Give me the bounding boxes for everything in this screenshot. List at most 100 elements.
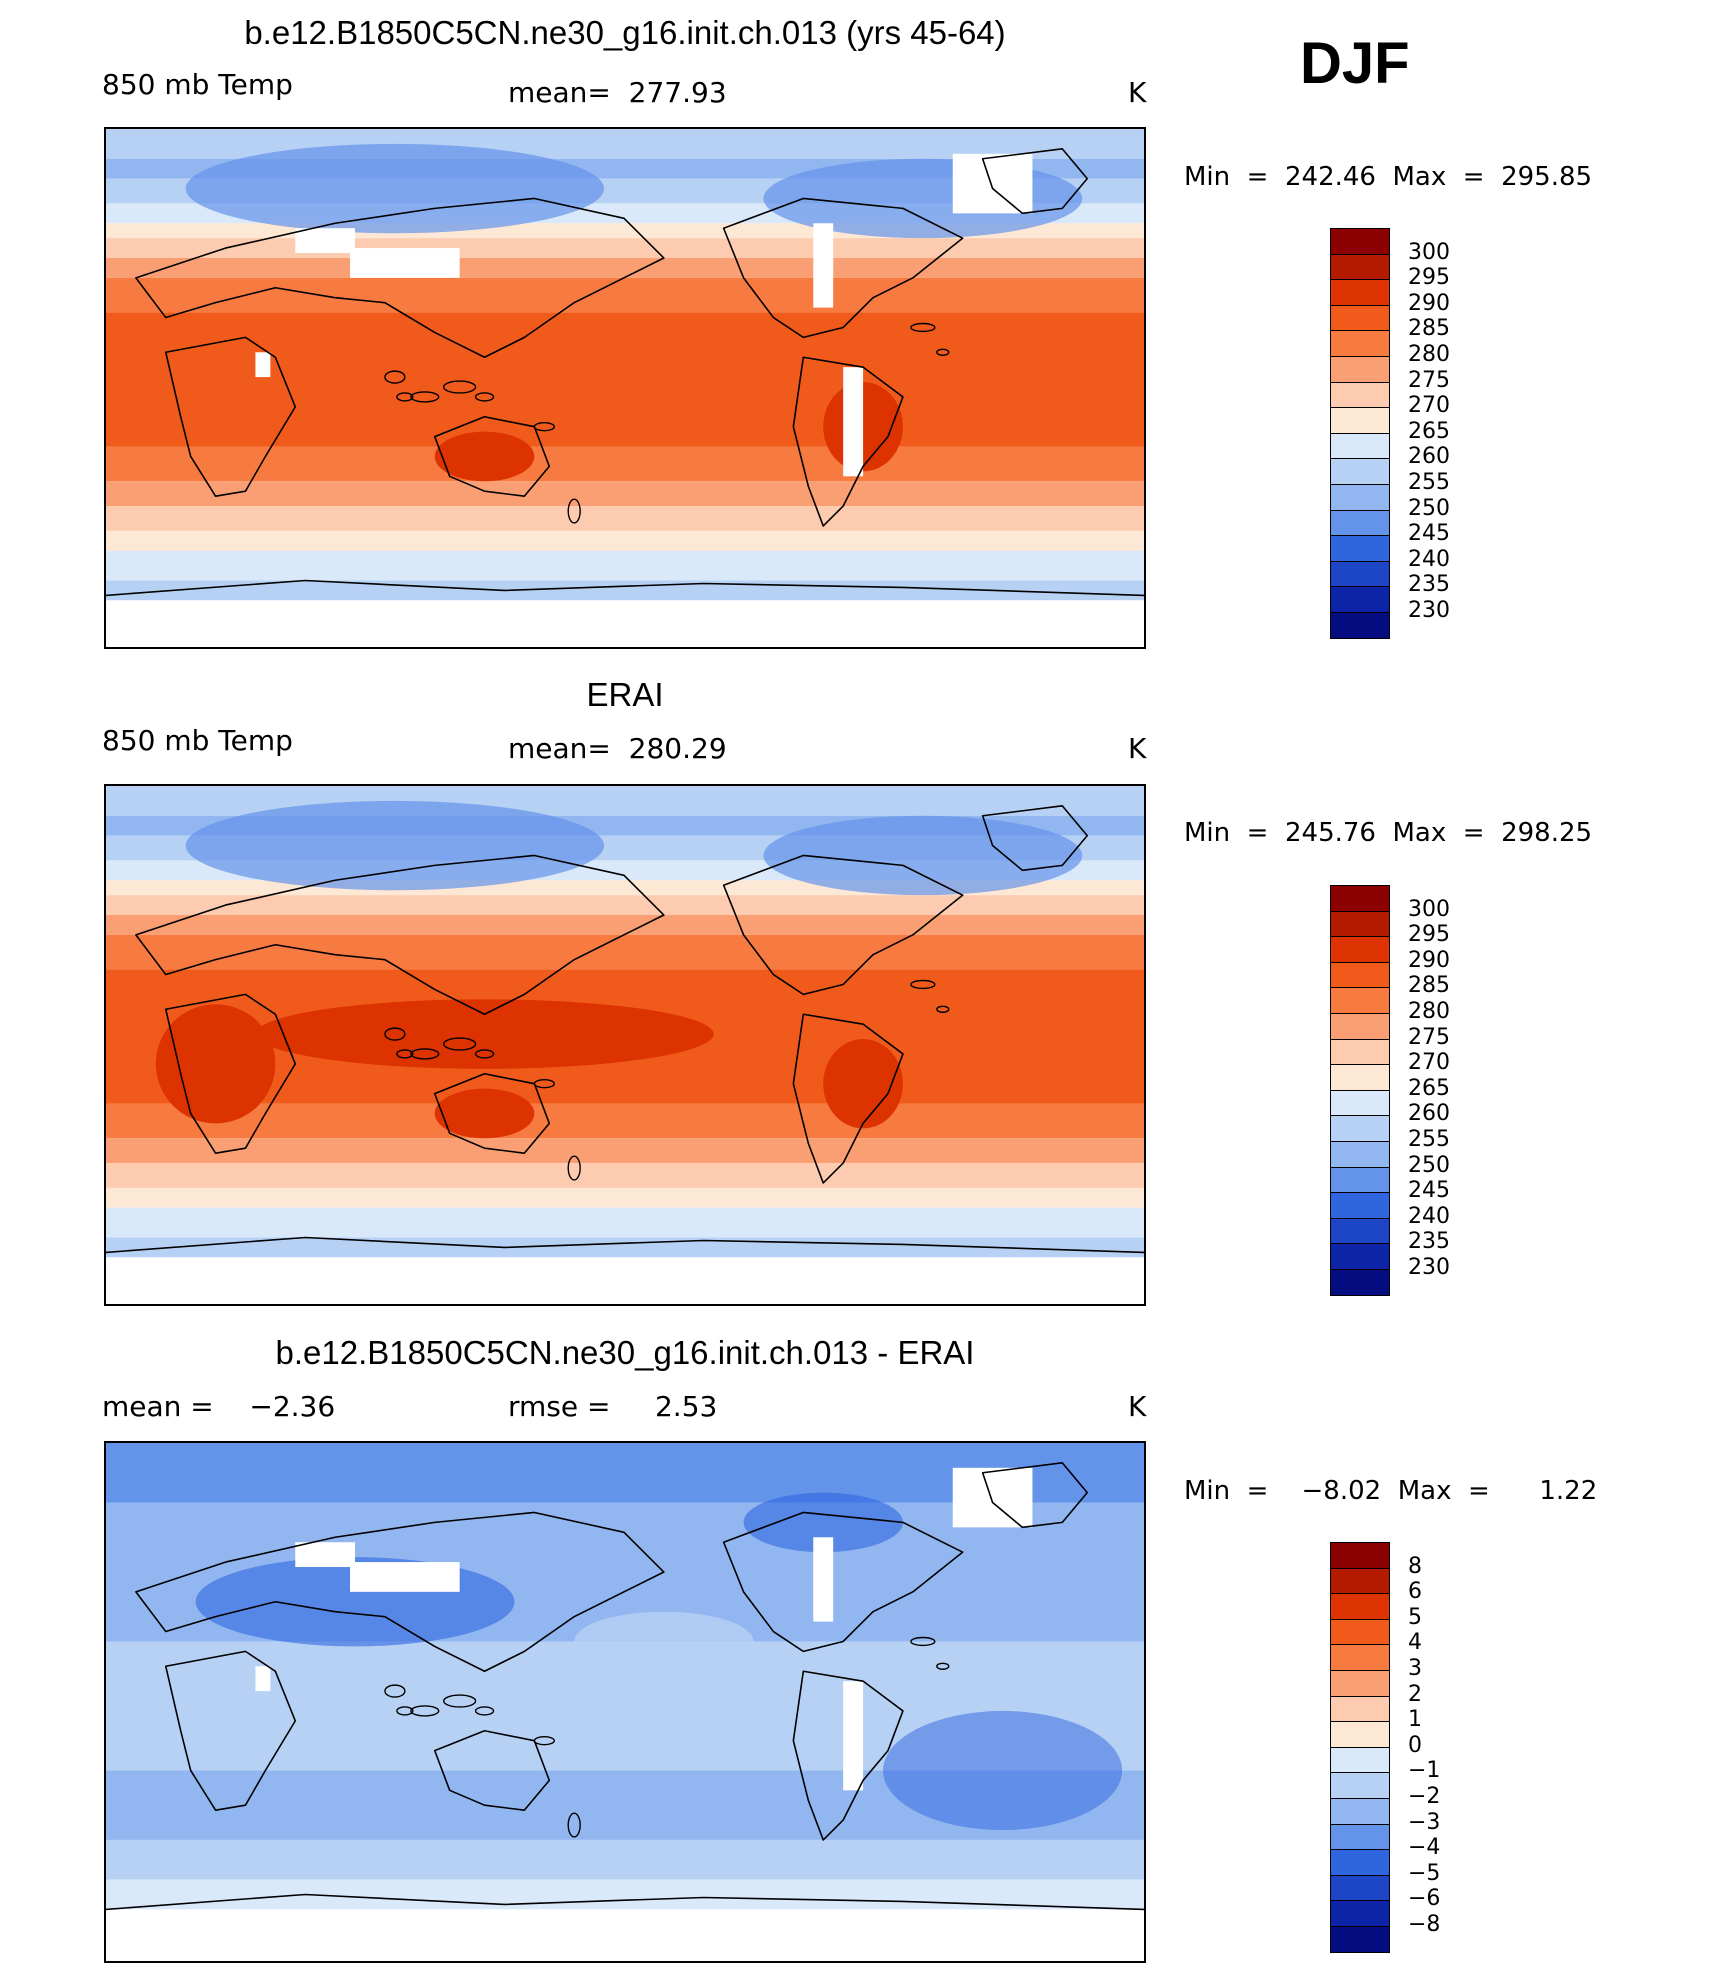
coastline [433,1072,551,1154]
colorbar-tick-label: 8 [1408,1553,1422,1579]
island-outline [474,392,495,402]
island-outline [936,1662,950,1670]
colorbar-swatch [1330,304,1390,332]
panel-2-units: K [1128,732,1147,765]
colorbar-tick-label: 255 [1408,1127,1450,1152]
colorbar-swatch [1330,1593,1390,1620]
panel-1-colorbar: 300 295 290 285 280 275 270 265 260 255 250 245 240 2… [1330,228,1450,639]
coastline [981,1462,1089,1529]
contour-band [106,1207,1144,1238]
missing-data-mask [255,1666,271,1692]
island-outline [474,1049,495,1059]
island-outline [567,498,581,524]
colorbar-swatch [1330,1644,1390,1671]
colorbar-swatch [1330,1013,1390,1040]
colorbar-tick-label: 275 [1408,1024,1450,1050]
contour-band [106,1163,1144,1188]
colorbar-swatch [1330,1772,1390,1799]
contour-band [106,481,1144,507]
contour-band [106,446,1144,482]
colorbar-swatch [1330,1269,1390,1296]
colorbar-swatch [1330,586,1390,613]
mild-region [653,1720,794,1761]
coastline [164,1650,297,1811]
contour-band [106,258,1144,278]
cold-region [763,815,1083,896]
colorbar-swatch [1330,1746,1390,1774]
panel-3-units: K [1128,1390,1147,1423]
island-outline [936,348,950,356]
colorbar-swatch [1330,1900,1390,1927]
panel-2-mean: mean= 280.29 [508,732,727,765]
colorbar-swatch [1330,1115,1390,1142]
colorbar-tick-label: 300 [1408,896,1450,922]
colorbar-swatch [1330,961,1390,989]
coastline [433,415,551,497]
panel-3-minmax: Min = −8.02 Max = 1.22 [1184,1476,1598,1506]
contour-band [106,1187,1144,1208]
panel-2-map [104,784,1146,1306]
colorbar-tick-label: 245 [1408,521,1450,547]
island-outline [910,979,936,990]
colorbar-swatch [1330,1141,1390,1168]
colorbar-swatch [1330,253,1390,281]
colorbar-tick-label: 290 [1408,290,1450,316]
panel-3-colorbar: 8 6 5 4 3 2 1 0 −1 −2 −3 −4 −5 −6 −8 [1330,1542,1440,1953]
contour-band [106,580,1144,601]
colorbar-tick-label: 270 [1408,393,1450,419]
colorbar-tick-label: 5 [1408,1604,1422,1630]
warm-region [823,1039,903,1129]
colorbar-tick-label: 250 [1408,1152,1450,1178]
colorbar-tick-label: 265 [1408,1075,1450,1101]
colorbar-tick-label: 240 [1408,546,1450,572]
warm-region [255,999,714,1069]
contour-band [106,1909,1144,1961]
colorbar-tick-label: −3 [1408,1809,1441,1835]
panel-1-units: K [1128,76,1147,109]
colorbar-swatch [1330,560,1390,588]
coastline [792,356,904,527]
coastline [135,197,665,359]
panel-1-minmax: Min = 242.46 Max = 295.85 [1184,162,1593,192]
contour-band [106,277,1144,313]
contour-band [106,1138,1144,1164]
colorbar-tick-label: 240 [1408,1203,1450,1229]
island-outline [443,1694,477,1708]
colorbar-swatch [1330,279,1390,306]
colorbar-tick-label: −5 [1408,1860,1441,1886]
missing-data-mask [295,1542,356,1568]
contour-band [106,915,1144,935]
colorbar-swatch [1330,228,1390,255]
colorbar-swatch [1330,1874,1390,1902]
colorbar-swatch [1330,885,1390,912]
colorbar-swatch [1330,356,1390,383]
island-outline [936,1005,950,1013]
panel-1-variable-label: 850 mb Temp [102,68,293,101]
panel-2-colorbar: 300 295 290 285 280 275 270 265 260 255 250 245 240 2… [1330,885,1450,1296]
colorbar-swatch [1330,407,1390,434]
colorbar-swatch [1330,1849,1390,1876]
island-outline [910,322,936,333]
colorbar-tick-label: 6 [1408,1579,1422,1605]
colorbar-swatch [1330,509,1390,537]
contour-band [106,238,1144,259]
colorbar-swatch [1330,987,1390,1014]
coastline [981,148,1089,215]
missing-data-mask [813,1537,834,1622]
panel-1-mean: mean= 277.93 [508,76,727,109]
colorbar-tick-label: 260 [1408,1101,1450,1127]
colorbar-tick-label: 245 [1408,1178,1450,1204]
colorbar-tick-label: 250 [1408,495,1450,521]
colorbar-swatch [1330,1567,1390,1595]
panel-2-variable-label: 850 mb Temp [102,724,293,757]
colorbar-tick-label: 290 [1408,947,1450,973]
contour-band [106,550,1144,581]
colorbar-swatch [1330,1089,1390,1117]
panel-1-map-svg [106,129,1144,647]
colorbar-swatch [1330,1670,1390,1697]
contour-band [106,530,1144,551]
island-outline [410,1048,440,1060]
colorbar-tick-label: 275 [1408,367,1450,393]
colorbar-swatch [1330,936,1390,963]
island-outline [567,1155,581,1181]
